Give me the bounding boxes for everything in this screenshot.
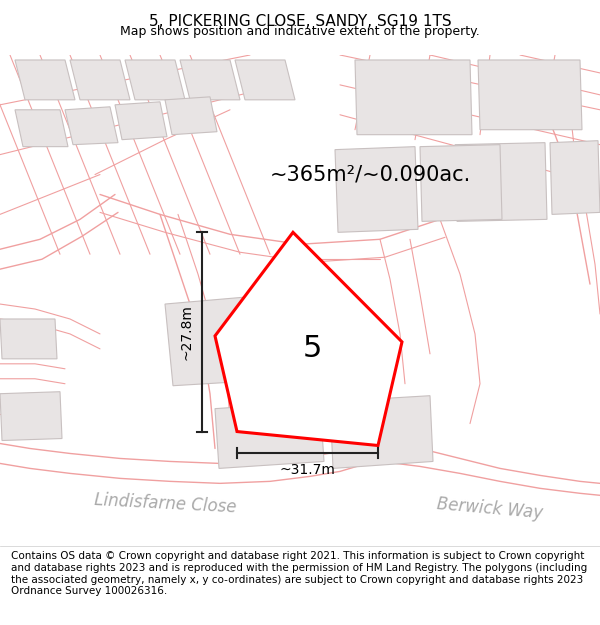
Polygon shape [115, 102, 167, 139]
Polygon shape [550, 141, 600, 214]
Text: ~27.8m: ~27.8m [180, 304, 194, 360]
Polygon shape [0, 319, 57, 359]
Polygon shape [420, 144, 502, 221]
Polygon shape [125, 60, 185, 100]
Polygon shape [0, 392, 62, 441]
Text: 5, PICKERING CLOSE, SANDY, SG19 1TS: 5, PICKERING CLOSE, SANDY, SG19 1TS [149, 14, 451, 29]
Polygon shape [330, 396, 433, 468]
Text: ~365m²/~0.090ac.: ~365m²/~0.090ac. [269, 164, 470, 184]
Polygon shape [165, 97, 217, 135]
Polygon shape [355, 60, 472, 135]
Text: Lindisfarne Close: Lindisfarne Close [94, 491, 236, 516]
Polygon shape [455, 142, 547, 221]
Polygon shape [65, 107, 118, 144]
Text: ~31.7m: ~31.7m [280, 463, 335, 478]
Polygon shape [165, 294, 288, 386]
Text: 5: 5 [302, 334, 322, 363]
Text: Contains OS data © Crown copyright and database right 2021. This information is : Contains OS data © Crown copyright and d… [11, 551, 587, 596]
Text: Berwick Way: Berwick Way [436, 494, 544, 522]
Polygon shape [180, 60, 240, 100]
Polygon shape [235, 60, 295, 100]
Polygon shape [335, 147, 418, 232]
Polygon shape [215, 402, 324, 468]
Polygon shape [15, 60, 75, 100]
Polygon shape [15, 110, 68, 147]
Text: Map shows position and indicative extent of the property.: Map shows position and indicative extent… [120, 26, 480, 39]
Polygon shape [478, 60, 582, 130]
Polygon shape [70, 60, 130, 100]
Polygon shape [215, 232, 402, 446]
